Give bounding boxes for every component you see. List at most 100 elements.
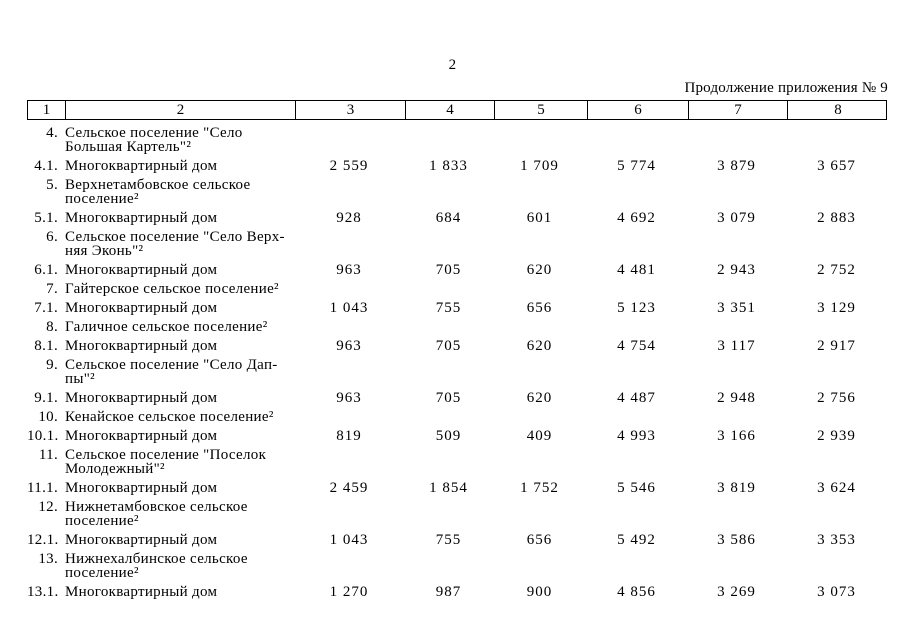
row-number-cell: 7.1. [34,300,58,316]
header-cell-5: 5 [494,101,587,119]
row-number-cell: 13.1. [27,584,59,600]
row-value-cell: 928 [336,210,362,226]
row-number-cell: 10. [38,409,58,425]
header-cell-3: 3 [295,101,405,119]
table-row: 5. Верхнетамбовское сельское поселение² [27,177,887,207]
table-row: 12. Нижнетамбовское сельское поселение² [27,499,887,529]
continuation-note: Продолжение приложения № 9 [684,80,888,96]
row-value-cell: 2 943 [717,262,756,278]
row-value-cell: 1 833 [429,158,468,174]
row-name-cell: Сельское поселение "Поселок Молодежный"² [65,447,267,477]
row-value-cell: 5 546 [617,480,656,496]
row-number-cell: 9.1. [34,390,58,406]
table-row: 7. Гайтерское сельское поселение² [27,282,887,297]
table-row: 10.1. Многоквартирный дом 819 509 409 4 993 3 … [27,428,887,444]
row-number-cell: 13. [38,551,58,567]
row-name-cell: Многоквартирный дом [65,338,218,354]
row-value-cell: 1 270 [329,584,369,600]
row-number-cell: 6. [46,229,58,245]
row-value-cell: 2 883 [817,210,856,226]
row-name-cell: Многоквартирный дом [65,300,218,316]
row-value-cell: 656 [526,532,553,548]
row-value-cell: 2 939 [817,428,856,444]
row-name-cell: Многоквартирный дом [65,532,218,548]
row-value-cell: 1 043 [329,300,369,316]
row-value-cell: 4 692 [617,210,656,226]
row-name-cell: Многоквартирный дом [65,584,218,600]
row-number-cell: 5.1. [34,210,58,226]
header-cell-6: 6 [587,101,688,119]
row-number-cell: 4.1. [34,158,58,174]
row-name-cell: Верхнетамбовское сельское поселение² [65,177,251,207]
table-row: 5.1. Многоквартирный дом 928 684 601 4 692 3 0… [27,210,887,226]
row-name-cell: Многоквартирный дом [65,158,218,174]
row-value-cell: 4 481 [617,262,656,278]
row-name-cell: Многоквартирный дом [65,390,218,406]
row-value-cell: 3 819 [717,480,756,496]
row-value-cell: 509 [435,428,462,444]
row-number-cell: 4. [46,125,58,141]
table-row: 6.1. Многоквартирный дом 963 705 620 4 481 2 9… [27,262,887,278]
table-row: 8.1. Многоквартирный дом 963 705 620 4 754 3 1… [27,338,887,354]
table-row: 7.1. Многоквартирный дом 1 043 755 656 5 123 3… [27,300,887,316]
table-row: 6. Сельское поселение "Село Верх- няя Эко… [27,229,887,259]
row-value-cell: 3 073 [817,584,856,600]
row-number-cell: 12. [38,499,58,515]
row-number-cell: 12.1. [27,532,59,548]
row-value-cell: 5 492 [617,532,656,548]
row-name-cell: Многоквартирный дом [65,262,218,278]
row-value-cell: 3 269 [717,584,756,600]
table-row: 9. Сельское поселение "Село Дап- пы"² [27,357,887,387]
row-value-cell: 620 [526,338,553,354]
row-value-cell: 1 854 [429,480,468,496]
row-value-cell: 2 459 [329,480,369,496]
row-value-cell: 5 123 [617,300,656,316]
row-value-cell: 987 [435,584,462,600]
row-value-cell: 3 117 [717,338,756,354]
row-value-cell: 409 [526,428,553,444]
row-value-cell: 963 [336,262,362,278]
table-row: 13.1. Многоквартирный дом 1 270 987 900 4 856… [27,584,887,600]
page-number: 2 [448,57,457,73]
row-value-cell: 2 752 [817,262,856,278]
row-value-cell: 4 487 [617,390,656,406]
row-name-cell: Многоквартирный дом [65,210,218,226]
table-row: 10. Кенайское сельское поселение² [27,409,887,425]
row-value-cell: 3 879 [717,158,756,174]
row-name-cell: Галичное сельское поселение² [65,319,268,335]
row-value-cell: 601 [526,210,553,226]
table-row: 13. Нижнехалбинское сельское поселение² [27,551,887,581]
row-value-cell: 3 079 [717,210,756,226]
row-value-cell: 1 043 [329,532,369,548]
row-name-cell: Многоквартирный дом [65,428,218,444]
row-value-cell: 3 624 [817,480,856,496]
row-number-cell: 9. [46,357,58,373]
table-body: 4. Сельское поселение "Село Большая Карте… [27,125,887,600]
row-value-cell: 2 917 [817,338,856,354]
row-value-cell: 3 166 [717,428,756,444]
row-name-cell: Сельское поселение "Село Верх- няя Эконь… [65,229,285,259]
row-name-cell: Сельское поселение "Село Большая Картель… [65,125,243,155]
row-number-cell: 6.1. [34,262,58,278]
header-cell-8: 8 [787,101,888,119]
row-value-cell: 656 [526,300,553,316]
row-value-cell: 3 586 [717,532,756,548]
table-row: 11. Сельское поселение "Поселок Молодежны… [27,447,887,477]
row-value-cell: 705 [435,390,462,406]
row-value-cell: 4 993 [617,428,656,444]
row-value-cell: 2 756 [817,390,856,406]
row-value-cell: 1 752 [520,480,559,496]
table-row: 4.1. Многоквартирный дом 2 559 1 833 1 709 5 … [27,158,887,174]
row-value-cell: 2 559 [329,158,369,174]
row-name-cell: Кенайское сельское поселение² [65,409,274,425]
row-value-cell: 819 [336,428,362,444]
row-value-cell: 3 657 [817,158,856,174]
row-value-cell: 4 754 [617,338,656,354]
row-name-cell: Нижнетамбовское сельское поселение² [65,499,248,529]
header-cell-4: 4 [405,101,494,119]
row-number-cell: 10.1. [27,428,59,444]
row-value-cell: 705 [435,262,462,278]
